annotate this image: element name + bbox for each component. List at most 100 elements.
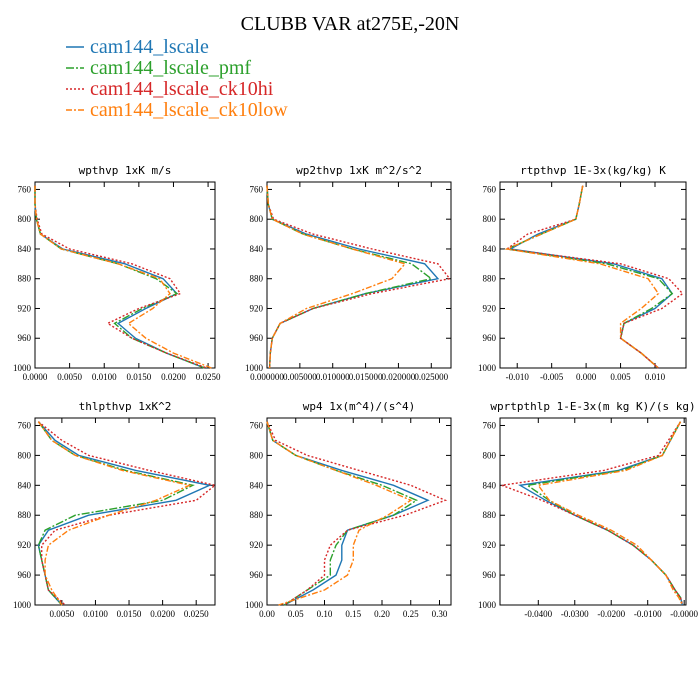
x-tick-label: 0.000000 [250, 372, 284, 382]
y-tick-label: 1000 [13, 363, 32, 373]
series-line [34, 185, 205, 369]
y-tick-label: 880 [483, 274, 497, 284]
x-tick-label: -0.0300 [561, 609, 589, 619]
series-line [266, 421, 418, 606]
x-tick-label: 0.010000 [316, 372, 350, 382]
panel-title: wpthvp 1xK m/s [79, 164, 172, 177]
x-tick-label: -0.0400 [524, 609, 552, 619]
x-tick-label: 0.025000 [414, 372, 448, 382]
series-line [266, 185, 440, 369]
y-tick-label: 840 [250, 480, 264, 490]
series-line [34, 185, 205, 369]
series-line [34, 185, 207, 369]
x-tick-label: 0.015000 [349, 372, 383, 382]
x-tick-label: 0.0050 [57, 372, 82, 382]
y-tick-label: 840 [18, 244, 32, 254]
plot-frame [266, 417, 452, 606]
plot-frame [34, 417, 216, 606]
y-tick-label: 960 [250, 570, 264, 580]
x-tick-label: 0.05 [288, 609, 304, 619]
x-tick-label: 0.0100 [92, 372, 117, 382]
panel-title: wp4 1x(m^4)/(s^4) [303, 400, 416, 413]
x-tick-label: 0.0250 [184, 609, 209, 619]
y-tick-label: 1000 [13, 600, 32, 610]
x-tick-label: 0.25 [403, 609, 419, 619]
y-tick-label: 920 [18, 540, 32, 550]
y-tick-label: 880 [18, 510, 32, 520]
x-tick-label: 0.0250 [196, 372, 221, 382]
series-line [504, 185, 674, 369]
panel-title: wprtpthlp 1-E-3x(m kg K)/(s kg) [490, 400, 695, 413]
series-line [37, 421, 192, 606]
x-tick-label: 0.0050 [49, 609, 74, 619]
panel-title: rtpthvp 1E-3x(kg/kg) K [520, 164, 666, 177]
y-tick-label: 920 [250, 540, 264, 550]
x-tick-label: 0.0000 [23, 372, 48, 382]
series-line [508, 185, 674, 369]
y-tick-label: 960 [483, 333, 497, 343]
series-line [537, 421, 684, 606]
x-tick-label: 0.20 [374, 609, 390, 619]
y-tick-label: 800 [483, 214, 497, 224]
plot-frame [499, 181, 687, 369]
x-tick-label: 0.00 [259, 609, 275, 619]
y-tick-label: 920 [483, 540, 497, 550]
y-tick-label: 920 [18, 303, 32, 313]
y-tick-label: 840 [483, 480, 497, 490]
x-tick-label: 0.005 [610, 372, 631, 382]
y-tick-label: 840 [250, 244, 264, 254]
panel-title: wp2thvp 1xK m^2/s^2 [296, 164, 422, 177]
y-tick-label: 960 [250, 333, 264, 343]
x-tick-label: 0.0200 [161, 372, 186, 382]
y-tick-label: 960 [18, 333, 32, 343]
y-tick-label: 960 [483, 570, 497, 580]
series-line [525, 421, 684, 606]
x-tick-label: 0.000 [576, 372, 597, 382]
x-tick-label: 0.020000 [382, 372, 416, 382]
panel-title: thlpthvp 1xK^2 [79, 400, 172, 413]
y-tick-label: 800 [18, 214, 32, 224]
y-tick-label: 760 [250, 184, 264, 194]
x-tick-label: 0.0150 [117, 609, 142, 619]
figure-title: CLUBB VAR at275E,-20N [241, 13, 460, 35]
series-line [266, 185, 433, 369]
y-tick-label: 880 [483, 510, 497, 520]
x-tick-label: 0.10 [317, 609, 333, 619]
x-tick-label: 0.0100 [83, 609, 108, 619]
x-tick-label: -0.010 [506, 372, 530, 382]
series-line [266, 421, 430, 606]
y-tick-label: 800 [250, 214, 264, 224]
x-tick-label: -0.005 [540, 372, 564, 382]
legend-label: cam144_lscale_ck10hi [90, 78, 274, 100]
legend-label: cam144_lscale_pmf [90, 57, 251, 79]
series-line [34, 185, 212, 369]
x-tick-label: 0.0150 [126, 372, 151, 382]
plot-frame [34, 181, 216, 369]
series-line [266, 185, 451, 369]
y-tick-label: 760 [483, 184, 497, 194]
series-line [518, 421, 684, 606]
y-tick-label: 840 [483, 244, 497, 254]
series-line [505, 185, 684, 369]
y-tick-label: 800 [18, 450, 32, 460]
series-line [37, 421, 212, 606]
legend-label: cam144_lscale [90, 36, 209, 58]
y-tick-label: 920 [250, 303, 264, 313]
legend-label: cam144_lscale_ck10low [90, 99, 288, 121]
x-tick-label: 0.010 [645, 372, 666, 382]
series-line [266, 421, 448, 606]
x-tick-label: -0.0100 [634, 609, 662, 619]
series-line [266, 421, 413, 606]
x-tick-label: 0.005000 [283, 372, 317, 382]
x-tick-label: -0.0000 [670, 609, 698, 619]
y-tick-label: 800 [250, 450, 264, 460]
x-tick-label: -0.0200 [597, 609, 625, 619]
series-line [501, 421, 684, 606]
x-tick-label: 0.0200 [150, 609, 175, 619]
series-line [504, 185, 660, 369]
y-tick-label: 760 [250, 420, 264, 430]
y-tick-label: 1000 [245, 600, 264, 610]
y-tick-label: 760 [18, 420, 32, 430]
plot-frame [266, 181, 452, 369]
